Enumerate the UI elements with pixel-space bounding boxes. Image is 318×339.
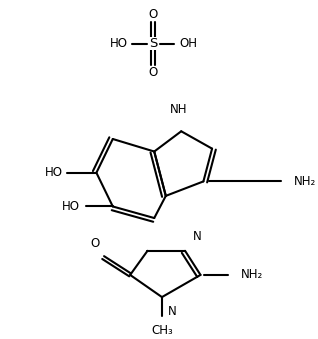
Text: CH₃: CH₃ [151,324,173,337]
Text: OH: OH [179,37,197,50]
Text: S: S [149,37,157,50]
Text: HO: HO [45,166,63,179]
Text: N: N [168,305,176,318]
Text: NH₂: NH₂ [241,268,263,281]
Text: NH₂: NH₂ [294,175,316,188]
Text: NH: NH [169,103,187,116]
Text: N: N [193,230,202,243]
Text: O: O [149,8,158,21]
Text: HO: HO [110,37,128,50]
Text: HO: HO [62,200,80,213]
Text: O: O [91,237,100,250]
Text: O: O [149,66,158,79]
